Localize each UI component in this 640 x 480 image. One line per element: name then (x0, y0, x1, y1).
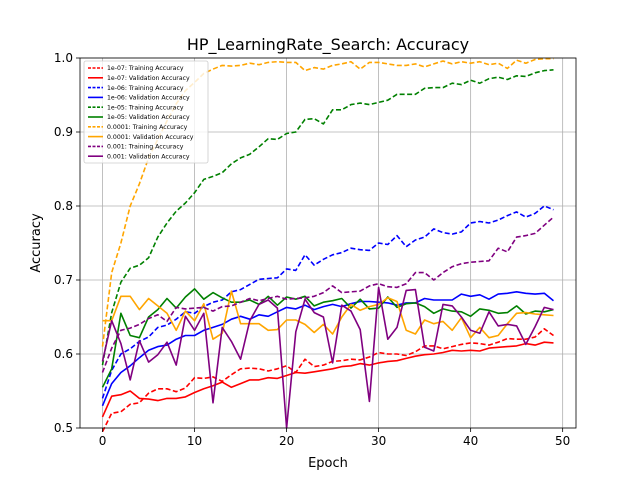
x-tick-label: 20 (279, 434, 294, 448)
legend-entry-label: 0.001: Validation Accuracy (107, 153, 190, 160)
y-tick-label: 0.5 (54, 421, 73, 435)
legend: 1e-07: Training Accuracy 1e-07: Validatio… (83, 60, 209, 164)
y-tick-label: 0.6 (54, 347, 73, 361)
series-line-4 (101, 69, 554, 366)
y-tick-label: 0.9 (54, 125, 73, 139)
axis-ticks: 0 10 20 30 40 50 0.5 0.6 0.7 0.8 0.9 1.0 (54, 51, 570, 448)
legend-entry-label: 0.001: Training Accuracy (107, 144, 184, 151)
legend-box (83, 60, 209, 164)
legend-entry-label: 1e-06: Training Accuracy (107, 85, 184, 92)
y-axis-label: Accuracy (29, 213, 44, 273)
grid-lines (80, 57, 576, 429)
x-axis-label: Epoch (308, 456, 348, 471)
x-tick-label: 40 (463, 434, 478, 448)
series-line-7 (102, 290, 554, 341)
legend-entry-label: 0.0001: Validation Accuracy (107, 134, 194, 141)
legend-entry-label: 1e-07: Validation Accuracy (107, 75, 190, 82)
y-tick-label: 0.7 (54, 273, 73, 287)
x-tick-label: 10 (187, 434, 202, 448)
series-lines (101, 57, 555, 433)
x-tick-label: 30 (371, 434, 386, 448)
legend-entry-label: 1e-06: Validation Accuracy (107, 95, 190, 102)
series-line-2 (101, 205, 554, 399)
x-tick-label: 0 (99, 434, 107, 448)
series-line-3 (101, 290, 555, 407)
plot-frame (79, 57, 577, 429)
series-line-5 (101, 288, 554, 388)
legend-entry-label: 1e-07: Training Accuracy (107, 65, 184, 72)
series-line-1 (101, 341, 554, 418)
legend-entry-label: 0.0001: Training Accuracy (107, 124, 188, 131)
y-tick-label: 0.8 (54, 199, 73, 213)
series-line-9 (101, 286, 554, 429)
legend-entry-label: 1e-05: Training Accuracy (107, 104, 184, 111)
x-tick-label: 50 (555, 434, 570, 448)
legend-entry-label: 1e-05: Validation Accuracy (107, 114, 190, 121)
series-line-8 (101, 216, 555, 373)
chart-title: HP_LearningRate_Search: Accuracy (187, 35, 469, 55)
y-tick-label: 1.0 (54, 51, 73, 65)
